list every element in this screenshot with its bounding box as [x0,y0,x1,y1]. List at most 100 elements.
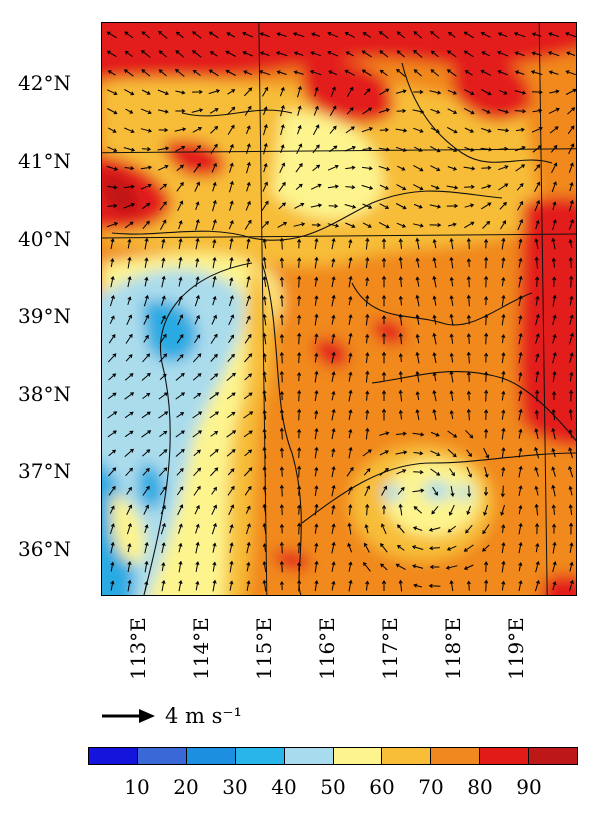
wind-arrow [212,275,217,288]
wind-arrow [142,467,150,476]
wind-arrow [160,315,166,325]
wind-arrow [463,544,474,552]
wind-arrow [530,70,543,76]
wind-arrow [430,165,441,172]
wind-arrow [348,389,353,402]
wind-arrow [514,146,526,152]
wind-arrow [279,370,284,383]
wind-arrow [501,466,506,477]
wind-arrow [143,504,149,515]
wind-arrow [365,294,370,307]
wind-arrow [141,411,151,419]
wind-arrow [278,202,286,210]
wind-arrow [107,203,118,208]
wind-arrow [463,31,474,39]
wind-arrow [380,543,388,553]
wind-arrow [125,467,134,477]
wind-arrow [208,31,219,39]
wind-arrow [144,580,149,591]
wind-arrow [327,50,339,57]
wind-arrow [280,104,285,117]
wind-arrow [432,238,437,249]
wind-arrow [501,351,506,364]
colorbar-segment [480,748,530,764]
wind-arrow [229,200,234,211]
wind-arrow [127,579,132,592]
wind-arrow [297,447,302,459]
wind-arrow [398,256,403,269]
wind-arrow [262,256,267,269]
wind-arrow [428,583,441,589]
wind-arrow [396,108,407,114]
wind-arrow [534,164,541,172]
wind-arrow [518,580,523,592]
wind-arrow [159,183,167,190]
wind-arrow [534,276,540,287]
wind-arrow [381,371,387,382]
wind-arrow [449,295,454,306]
wind-arrow [379,50,389,58]
wind-arrow [535,353,540,363]
wind-arrow [178,579,183,592]
wind-arrow [381,238,387,249]
wind-arrow [124,373,134,381]
wind-arrow [314,389,319,402]
province-boundaries [111,62,576,595]
wind-arrow [466,351,471,364]
wind-arrow [175,448,185,457]
wind-arrow [227,411,236,419]
colorbar-segment [89,748,138,764]
wind-arrow [296,371,302,382]
wind-arrow [297,332,302,345]
wind-arrow [565,32,576,38]
wind-arrow [176,181,184,192]
wind-arrow [464,89,475,96]
wind-arrow [331,408,336,421]
wind-arrow [467,485,472,498]
wind-arrow [518,561,523,572]
wind-arrow [195,237,200,250]
wind-arrow [226,449,236,457]
wind-arrow [567,107,576,115]
wind-arrow [175,50,185,58]
wind-arrow [312,124,320,136]
wind-arrow [195,541,200,554]
wind-arrow [178,523,183,534]
wind-arrow [157,164,169,171]
wind-arrow [158,449,168,457]
wind-arrow [194,504,200,515]
wind-arrow [212,219,217,231]
wind-arrow [107,430,117,438]
wind-arrow [381,315,387,324]
wind-arrow [396,431,407,436]
wind-arrow [518,257,523,268]
wind-arrow [568,256,573,269]
wind-arrow [297,351,302,364]
wind-arrow [328,70,338,76]
wind-arrow [229,560,234,573]
wind-arrow [159,486,167,496]
wind-arrow [551,181,557,193]
wind-arrow [447,89,457,95]
wind-arrow [501,313,506,326]
wind-arrow [514,90,527,95]
wind-arrow [413,127,424,133]
wind-arrow [193,145,202,153]
wind-arrow [482,220,491,229]
wind-arrow [124,31,134,39]
wind-arrow [363,542,370,553]
wind-arrow [518,314,523,325]
wind-arrow [331,237,336,250]
wind-arrow [348,409,353,420]
wind-arrow [429,90,442,95]
wind-arrow [262,543,267,553]
wind-arrow [381,351,387,364]
wind-arrow [378,108,390,114]
colorbar-segment [186,748,236,764]
wind-arrow [331,561,336,572]
wind-arrow [464,127,474,133]
wind-arrow [428,527,441,532]
wind-arrow [348,295,353,306]
wind-arrow [514,51,525,57]
wind-arrow [158,50,167,58]
